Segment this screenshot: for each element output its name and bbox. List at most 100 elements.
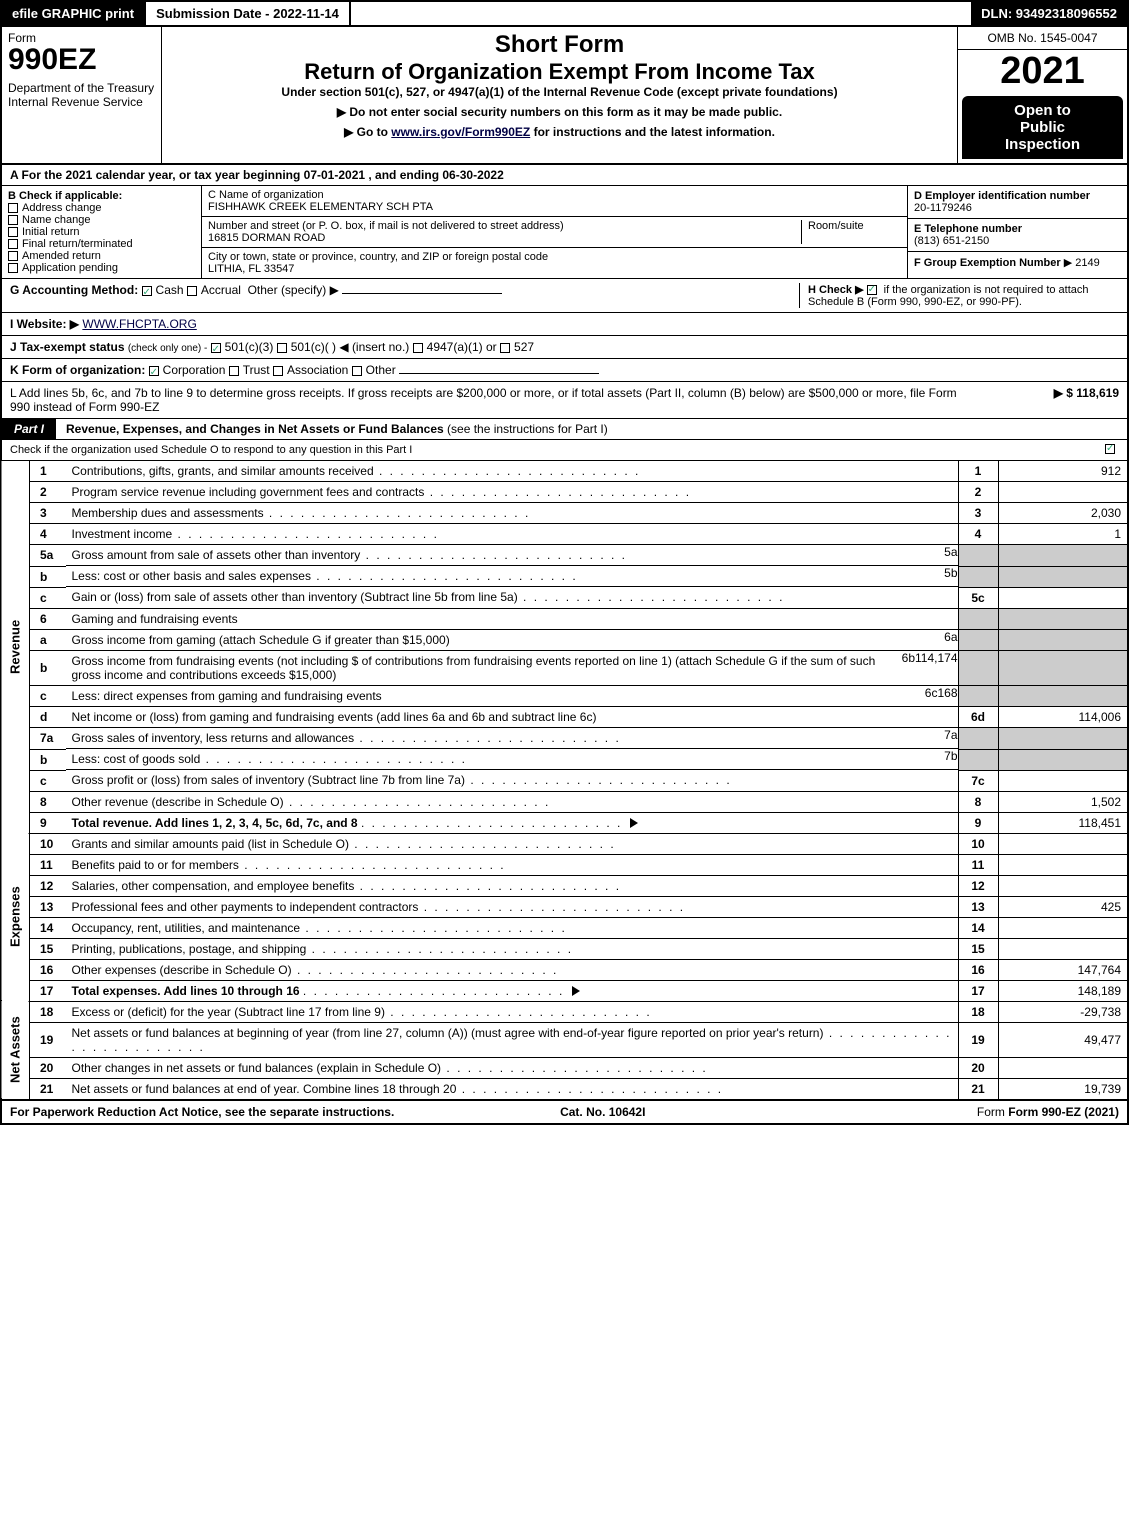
line-15-value: [998, 938, 1128, 959]
part1-tag: Part I: [2, 419, 56, 439]
open-line2: Public: [1020, 119, 1065, 136]
line-2-num: 2: [30, 482, 66, 503]
other-specify-input[interactable]: [342, 293, 502, 294]
line-13-refnum: 13: [958, 896, 998, 917]
telephone-value: (813) 651-2150: [914, 235, 989, 247]
checkbox-501c3[interactable]: [211, 343, 221, 353]
line-8-value: 1,502: [998, 791, 1128, 812]
line-5c-desc: Gain or (loss) from sale of assets other…: [66, 587, 959, 608]
checkbox-cash[interactable]: [142, 286, 152, 296]
line-12-value: [998, 875, 1128, 896]
line-7c-value: [998, 770, 1128, 791]
checkbox-application-pending[interactable]: [8, 263, 18, 273]
line-12-desc: Salaries, other compensation, and employ…: [66, 875, 959, 896]
checkbox-name-change[interactable]: [8, 215, 18, 225]
line-20-num: 20: [30, 1057, 66, 1078]
line-6b-refnum-shade: [958, 651, 998, 686]
line-5b-value-shade: [998, 566, 1128, 587]
city-value: LITHIA, FL 33547: [208, 263, 901, 275]
form-number: 990EZ: [8, 45, 155, 75]
efile-print-button[interactable]: efile GRAPHIC print: [2, 2, 146, 25]
street-label: Number and street (or P. O. box, if mail…: [208, 220, 801, 232]
topbar-spacer: [351, 2, 971, 25]
l-text: L Add lines 5b, 6c, and 7b to line 9 to …: [10, 386, 979, 414]
line-3-desc: Membership dues and assessments: [66, 503, 959, 524]
label-other-specify: Other (specify) ▶: [248, 283, 339, 297]
checkbox-address-change[interactable]: [8, 203, 18, 213]
label-association: Association: [287, 363, 348, 377]
checkbox-schedule-o-used[interactable]: [1105, 444, 1115, 454]
j-label: J Tax-exempt status: [10, 340, 125, 354]
submission-date: Submission Date - 2022-11-14: [146, 2, 351, 25]
line-5a-refnum-shade: [958, 545, 998, 567]
line-6b-subnum: 6b: [902, 651, 915, 685]
checkbox-accrual[interactable]: [187, 286, 197, 296]
line-5a-value-shade: [998, 545, 1128, 567]
line-11-num: 11: [30, 854, 66, 875]
line-6-desc: Gaming and fundraising events: [66, 608, 959, 629]
line-1-desc: Contributions, gifts, grants, and simila…: [66, 461, 959, 482]
line-j-tax-exempt: J Tax-exempt status (check only one) - 5…: [0, 336, 1129, 359]
ein-label: D Employer identification number: [914, 190, 1090, 202]
line-7b-cell: Less: cost of goods sold 7b: [66, 749, 958, 770]
checkbox-schedule-b-not-required[interactable]: [867, 285, 877, 295]
checkbox-other-org[interactable]: [352, 366, 362, 376]
short-form-title: Short Form: [170, 31, 949, 59]
line-5b-refnum-shade: [958, 566, 998, 587]
line-21-num: 21: [30, 1078, 66, 1099]
line-14-num: 14: [30, 917, 66, 938]
line-19-value: 49,477: [998, 1022, 1128, 1057]
line-h-schedule-b: H Check ▶ if the organization is not req…: [799, 283, 1119, 308]
section-b-checkboxes: B Check if applicable: Address change Na…: [2, 186, 202, 278]
line-19-num: 19: [30, 1022, 66, 1057]
checkbox-amended-return[interactable]: [8, 251, 18, 261]
line-8-num: 8: [30, 791, 66, 812]
website-link[interactable]: WWW.FHCPTA.ORG: [82, 317, 196, 331]
group-exemption-value: ▶ 2149: [1064, 257, 1100, 269]
footer-form-ref-value: Form 990-EZ (2021): [1008, 1105, 1119, 1119]
checkbox-trust[interactable]: [229, 366, 239, 376]
line-6b-subval: 114,174: [915, 651, 958, 685]
checkbox-initial-return[interactable]: [8, 227, 18, 237]
irs-link[interactable]: www.irs.gov/Form990EZ: [391, 125, 530, 139]
checkbox-final-return[interactable]: [8, 239, 18, 249]
checkbox-527[interactable]: [500, 343, 510, 353]
line-11-desc: Benefits paid to or for members: [66, 854, 959, 875]
line-6c-desc: Less: direct expenses from gaming and fu…: [66, 686, 925, 706]
dln-label: DLN: 93492318096552: [971, 2, 1127, 25]
top-bar: efile GRAPHIC print Submission Date - 20…: [0, 0, 1129, 27]
label-501c3: 501(c)(3): [225, 340, 274, 354]
line-12-refnum: 12: [958, 875, 998, 896]
line-1-value: 912: [998, 461, 1128, 482]
line-13-desc: Professional fees and other payments to …: [66, 896, 959, 917]
line-16-value: 147,764: [998, 959, 1128, 980]
line-5b-cell: Less: cost or other basis and sales expe…: [66, 566, 958, 587]
open-line3: Inspection: [1005, 136, 1080, 153]
line-6a-refnum-shade: [958, 629, 998, 651]
open-to-public-badge: Open to Public Inspection: [962, 96, 1123, 159]
line-6a-num: a: [30, 629, 66, 651]
line-16-refnum: 16: [958, 959, 998, 980]
checkbox-corporation[interactable]: [149, 366, 159, 376]
line-3-value: 2,030: [998, 503, 1128, 524]
line-7b-subnum: 7b: [944, 749, 957, 769]
line-3-num: 3: [30, 503, 66, 524]
line-6c-subval: 168: [937, 686, 957, 706]
checkbox-association[interactable]: [273, 366, 283, 376]
identity-block: B Check if applicable: Address change Na…: [0, 186, 1129, 279]
checkbox-4947[interactable]: [413, 343, 423, 353]
other-org-input[interactable]: [399, 373, 599, 374]
checkbox-501c[interactable]: [277, 343, 287, 353]
line-10-value: [998, 833, 1128, 854]
line-1-refnum: 1: [958, 461, 998, 482]
line-6c-cell: Less: direct expenses from gaming and fu…: [66, 686, 958, 707]
l-amount: ▶ $ 118,619: [979, 386, 1119, 414]
line-14-refnum: 14: [958, 917, 998, 938]
line-10-num: 10: [30, 833, 66, 854]
line-5a-subnum: 5a: [944, 545, 957, 565]
revenue-sidelabel: Revenue: [1, 461, 30, 833]
open-line1: Open to: [1014, 102, 1071, 119]
line-7b-refnum-shade: [958, 749, 998, 770]
goto-post: for instructions and the latest informat…: [530, 125, 775, 139]
line-4-num: 4: [30, 524, 66, 545]
